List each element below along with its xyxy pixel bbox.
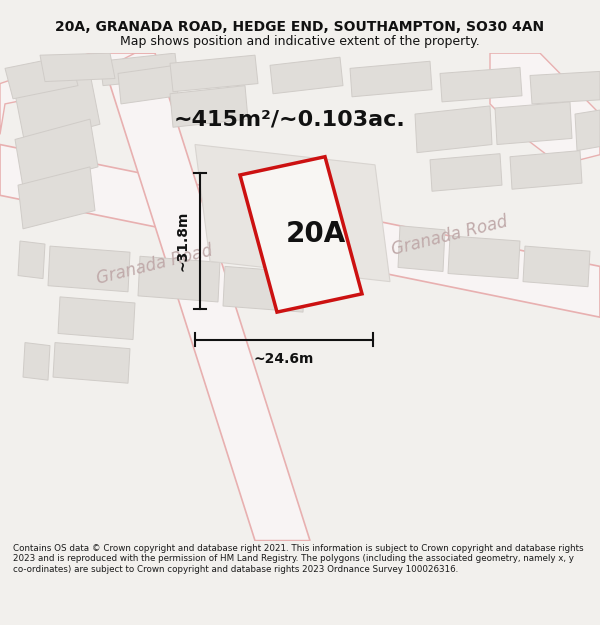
Polygon shape	[118, 65, 178, 104]
Polygon shape	[138, 256, 220, 302]
Polygon shape	[40, 53, 115, 81]
Text: 20A, GRANADA ROAD, HEDGE END, SOUTHAMPTON, SO30 4AN: 20A, GRANADA ROAD, HEDGE END, SOUTHAMPTO…	[55, 20, 545, 34]
Polygon shape	[415, 106, 492, 152]
Polygon shape	[170, 86, 248, 127]
Polygon shape	[440, 68, 522, 102]
Text: ~24.6m: ~24.6m	[254, 352, 314, 366]
Polygon shape	[23, 342, 50, 380]
Text: Map shows position and indicative extent of the property.: Map shows position and indicative extent…	[120, 35, 480, 48]
Polygon shape	[350, 61, 432, 97]
Text: ~31.8m: ~31.8m	[176, 211, 190, 271]
Polygon shape	[170, 55, 258, 92]
Polygon shape	[195, 144, 390, 282]
Polygon shape	[15, 73, 100, 144]
Polygon shape	[223, 266, 305, 312]
Polygon shape	[5, 55, 78, 99]
Polygon shape	[0, 144, 600, 317]
Polygon shape	[100, 53, 178, 86]
Polygon shape	[270, 57, 343, 94]
Polygon shape	[510, 151, 582, 189]
Text: 20A: 20A	[286, 221, 346, 248]
Text: Contains OS data © Crown copyright and database right 2021. This information is : Contains OS data © Crown copyright and d…	[13, 544, 584, 574]
Polygon shape	[495, 102, 572, 144]
Polygon shape	[58, 297, 135, 339]
Polygon shape	[240, 157, 362, 312]
Polygon shape	[523, 246, 590, 287]
Text: Granada Road: Granada Road	[95, 241, 215, 288]
Text: ~415m²/~0.103ac.: ~415m²/~0.103ac.	[174, 109, 406, 129]
Polygon shape	[575, 110, 600, 151]
Polygon shape	[0, 53, 135, 134]
Polygon shape	[430, 154, 502, 191]
Polygon shape	[53, 342, 130, 383]
Polygon shape	[18, 241, 45, 279]
Polygon shape	[398, 226, 445, 271]
Polygon shape	[490, 53, 600, 165]
Text: Granada Road: Granada Road	[390, 213, 510, 259]
Polygon shape	[530, 71, 600, 104]
Polygon shape	[100, 53, 310, 541]
Polygon shape	[48, 246, 130, 292]
Polygon shape	[448, 236, 520, 279]
Polygon shape	[18, 167, 95, 229]
Polygon shape	[15, 119, 98, 188]
